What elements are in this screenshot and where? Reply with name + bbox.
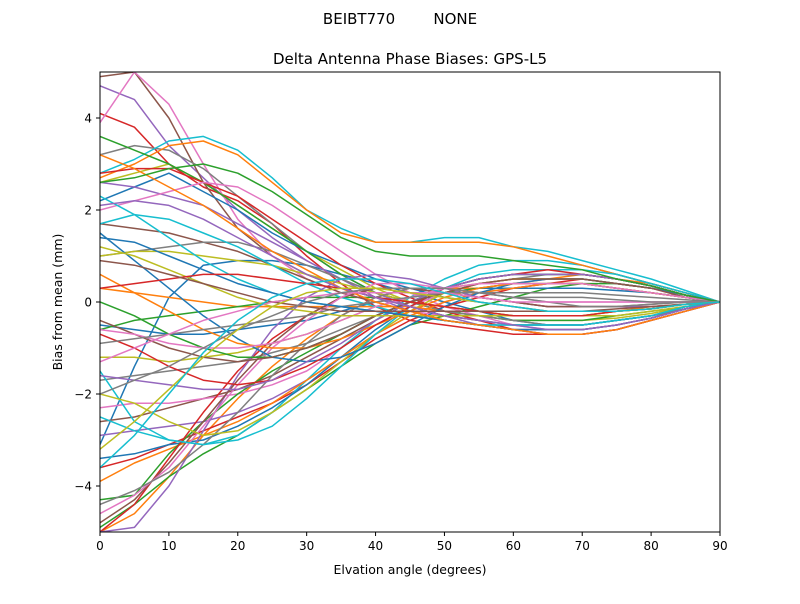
series-line-48 (100, 292, 720, 345)
series-line-53 (100, 163, 720, 303)
series-line-55 (100, 200, 720, 331)
x-tick-label: 40 (368, 539, 383, 553)
y-tick-label: 2 (84, 204, 92, 218)
x-tick-label: 60 (506, 539, 521, 553)
x-tick-label: 20 (230, 539, 245, 553)
y-axis: −4 −2 0 2 4 (74, 112, 100, 494)
y-tick-label: 4 (84, 112, 92, 126)
series-line-58 (100, 287, 720, 395)
x-tick-label: 10 (161, 539, 176, 553)
series-layer (100, 72, 720, 532)
y-axis-label: Bias from mean (mm) (50, 234, 65, 371)
chart-title: Delta Antenna Phase Biases: GPS-L5 (273, 50, 547, 68)
x-tick-label: 30 (299, 539, 314, 553)
series-line-60 (100, 278, 720, 469)
x-tick-label: 0 (96, 539, 104, 553)
x-axis: 0 10 20 30 40 50 60 70 80 90 (96, 532, 728, 553)
x-axis-label: Elvation angle (degrees) (333, 562, 486, 577)
x-tick-label: 50 (437, 539, 452, 553)
x-tick-label: 70 (575, 539, 590, 553)
x-tick-label: 90 (712, 539, 727, 553)
x-tick-label: 80 (643, 539, 658, 553)
y-tick-label: −2 (74, 388, 92, 402)
y-tick-label: 0 (84, 296, 92, 310)
figure-suptitle: BEIBT770 NONE (323, 10, 477, 28)
y-tick-label: −4 (74, 480, 92, 494)
series-line-56 (100, 259, 720, 312)
